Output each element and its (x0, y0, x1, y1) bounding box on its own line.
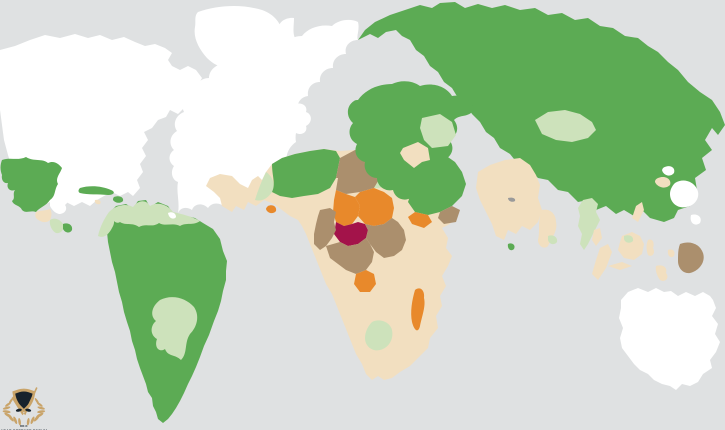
svg-text:DR.K: DR.K (20, 424, 28, 428)
